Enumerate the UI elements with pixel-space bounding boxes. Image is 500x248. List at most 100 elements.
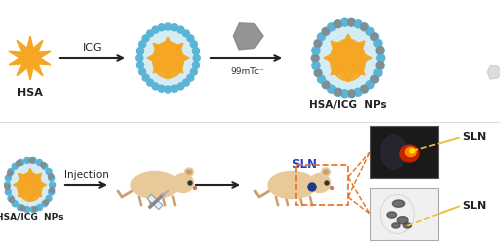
Circle shape [376, 47, 384, 55]
Circle shape [158, 24, 165, 31]
Circle shape [348, 90, 355, 97]
Circle shape [136, 62, 143, 68]
Circle shape [12, 201, 18, 207]
Circle shape [314, 39, 322, 47]
Circle shape [334, 21, 341, 27]
Circle shape [370, 75, 378, 83]
Ellipse shape [410, 149, 414, 153]
Circle shape [330, 186, 334, 189]
Circle shape [334, 20, 342, 28]
Circle shape [4, 182, 10, 188]
Text: SLN: SLN [291, 158, 317, 171]
Ellipse shape [397, 217, 408, 224]
Circle shape [328, 23, 336, 31]
Circle shape [190, 68, 198, 75]
Circle shape [328, 85, 336, 93]
Circle shape [318, 75, 326, 83]
Ellipse shape [18, 173, 42, 201]
Circle shape [48, 175, 54, 181]
Circle shape [377, 54, 385, 62]
Circle shape [370, 33, 378, 41]
Circle shape [314, 40, 322, 47]
Ellipse shape [131, 172, 179, 198]
Circle shape [30, 207, 36, 213]
Circle shape [188, 181, 192, 185]
Circle shape [193, 55, 200, 62]
Ellipse shape [392, 223, 400, 228]
Circle shape [190, 41, 198, 48]
Circle shape [318, 33, 326, 41]
Circle shape [314, 69, 322, 77]
Circle shape [376, 62, 384, 69]
Circle shape [171, 85, 178, 92]
Bar [370, 126, 438, 178]
Circle shape [322, 28, 329, 35]
Ellipse shape [316, 21, 380, 95]
Circle shape [48, 189, 54, 195]
Circle shape [48, 173, 54, 179]
Circle shape [182, 30, 190, 37]
Circle shape [138, 68, 145, 75]
Circle shape [340, 18, 348, 26]
Circle shape [40, 162, 46, 167]
Circle shape [348, 19, 354, 26]
Circle shape [24, 157, 30, 163]
Circle shape [308, 183, 316, 191]
Circle shape [171, 24, 178, 31]
Ellipse shape [140, 26, 196, 90]
Circle shape [354, 88, 362, 96]
Circle shape [311, 54, 319, 62]
Circle shape [376, 62, 384, 68]
Circle shape [158, 85, 165, 92]
Ellipse shape [324, 170, 328, 174]
Ellipse shape [404, 223, 411, 228]
Circle shape [177, 83, 184, 90]
Circle shape [366, 81, 374, 89]
Circle shape [335, 89, 342, 96]
Circle shape [50, 187, 54, 192]
Circle shape [8, 195, 14, 201]
Circle shape [46, 195, 52, 201]
Circle shape [32, 207, 38, 212]
Circle shape [348, 90, 356, 98]
Circle shape [8, 169, 14, 175]
Circle shape [325, 181, 329, 185]
Circle shape [20, 206, 25, 211]
Circle shape [6, 175, 12, 181]
Text: HSA: HSA [17, 88, 43, 98]
Circle shape [42, 163, 48, 169]
Circle shape [360, 23, 368, 30]
Circle shape [18, 205, 24, 211]
Circle shape [322, 81, 330, 89]
Circle shape [36, 159, 43, 165]
Circle shape [142, 74, 149, 81]
Circle shape [194, 186, 196, 189]
Text: 99mTc⁻: 99mTc⁻ [230, 67, 264, 76]
Ellipse shape [400, 145, 419, 162]
Circle shape [348, 18, 356, 26]
Circle shape [187, 35, 194, 42]
Circle shape [362, 86, 368, 93]
Circle shape [192, 47, 200, 55]
Circle shape [192, 62, 200, 68]
Ellipse shape [152, 42, 184, 78]
Circle shape [312, 62, 320, 69]
Circle shape [50, 182, 56, 188]
Ellipse shape [172, 174, 194, 192]
Polygon shape [147, 194, 163, 210]
Circle shape [8, 171, 12, 176]
Text: HSA/ICG  NPs: HSA/ICG NPs [0, 212, 64, 221]
Circle shape [164, 86, 172, 93]
Circle shape [334, 88, 342, 96]
Circle shape [10, 198, 14, 203]
Circle shape [44, 200, 49, 205]
Circle shape [146, 79, 154, 86]
Text: HSA/ICG  NPs: HSA/ICG NPs [309, 100, 387, 110]
Polygon shape [487, 65, 500, 79]
Circle shape [5, 185, 10, 190]
Ellipse shape [268, 172, 316, 198]
Polygon shape [234, 23, 263, 50]
Ellipse shape [8, 160, 52, 210]
Ellipse shape [392, 200, 404, 207]
Circle shape [182, 79, 190, 86]
